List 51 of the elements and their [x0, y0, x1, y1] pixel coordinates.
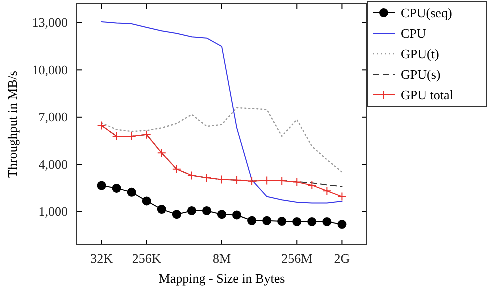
x-tick-label: 8M — [212, 251, 232, 266]
point — [262, 176, 272, 186]
point — [202, 174, 212, 183]
legend-label: GPU(s) — [401, 67, 441, 82]
point — [262, 216, 272, 226]
y-tick-label: 13,000 — [32, 15, 68, 30]
x-tick-label: 32K — [90, 251, 114, 266]
point — [278, 176, 287, 186]
point — [248, 216, 257, 226]
point — [278, 217, 287, 226]
x-axis-title: Mapping - Size in Bytes — [158, 271, 286, 286]
x-tick-label: 256M — [282, 251, 314, 266]
point — [112, 184, 122, 193]
point — [232, 176, 242, 185]
point — [218, 210, 226, 220]
y-tick-label: 10,000 — [32, 62, 68, 78]
point — [187, 171, 196, 180]
point — [322, 218, 332, 227]
point — [292, 178, 302, 187]
point — [218, 175, 226, 184]
point — [308, 218, 317, 227]
point — [322, 186, 332, 196]
point — [172, 164, 182, 174]
point — [157, 205, 166, 214]
point — [187, 206, 196, 216]
point — [338, 220, 347, 230]
x-tick-label: 2G — [334, 251, 350, 266]
point — [127, 188, 136, 197]
point — [232, 210, 242, 220]
point — [172, 210, 182, 220]
legend-label: GPU(t) — [401, 46, 440, 62]
y-tick-label: 7,000 — [38, 110, 68, 125]
point — [142, 196, 152, 206]
point — [248, 176, 257, 186]
point — [308, 180, 317, 190]
legend-label: CPU — [401, 26, 427, 41]
point — [157, 148, 166, 158]
legend-label: GPU total — [401, 88, 454, 102]
point — [142, 130, 152, 140]
point — [97, 181, 106, 190]
y-tick-label: 4,000 — [38, 156, 68, 172]
point — [292, 218, 302, 227]
y-axis-title: Throughput in MB/s — [5, 71, 20, 178]
x-tick-label: 256K — [132, 251, 162, 266]
line-series — [101, 21, 343, 204]
line-series — [101, 107, 343, 173]
point — [97, 121, 106, 130]
legend-label: CPU(seq) — [401, 6, 452, 20]
point — [338, 192, 347, 202]
point — [202, 206, 212, 216]
y-tick-label: 1,000 — [38, 204, 68, 220]
